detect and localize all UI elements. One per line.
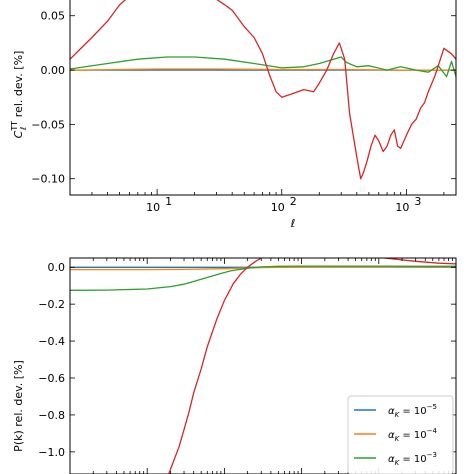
series-line-2: [70, 265, 456, 291]
y-tick-label: 0.0: [48, 261, 66, 274]
series-line-3: [70, 0, 456, 180]
x-tick-label: 10: [395, 201, 409, 214]
legend-box: [347, 395, 454, 474]
x-axis-label: ℓ: [290, 217, 296, 230]
y-tick-label: −0.2: [38, 298, 65, 311]
y-axis-label: P(k) rel. dev. [%]: [12, 360, 25, 452]
series-line-3: [168, 258, 456, 474]
x-tick-label: 10: [271, 201, 285, 214]
axes-frame: [69, 0, 457, 196]
legend-label: αK = 10−4: [388, 427, 438, 443]
y-axis-label: CTTℓ rel. dev. [%]: [10, 51, 28, 139]
plot-area: [70, 258, 456, 474]
y-tick-label: −0.4: [38, 335, 65, 348]
axes-frame: [69, 257, 457, 474]
legend-label: αK = 10−5: [388, 403, 437, 419]
series-line-2: [70, 56, 456, 78]
x-tick-label: 10: [146, 201, 160, 214]
y-tick-label: −0.05: [31, 118, 65, 131]
legend-label: αK = 10−3: [388, 451, 437, 467]
x-tick-exponent: 1: [165, 195, 172, 208]
y-tick-label: 0.05: [41, 10, 66, 23]
x-tick-exponent: 2: [290, 195, 297, 208]
y-tick-label: −1.0: [38, 446, 65, 459]
series-line-1: [70, 266, 456, 271]
y-tick-label: −0.10: [31, 173, 65, 186]
y-tick-label: −0.6: [38, 372, 65, 385]
y-tick-label: 0.00: [41, 64, 66, 77]
plot-area: [70, 0, 456, 180]
y-tick-label: −0.8: [38, 409, 65, 422]
x-tick-exponent: 3: [414, 195, 421, 208]
bottom-panel: 0.0 −0.2 −0.4 −0.6 −0.8 −1.0 P(k) rel. dev. [%…: [12, 257, 457, 474]
top-panel: 0.05 0.00 −0.05 −0.10 10 1 10 2 10 3 ℓ CTTℓ rel. de…: [10, 0, 457, 230]
series-line-1: [70, 68, 456, 71]
